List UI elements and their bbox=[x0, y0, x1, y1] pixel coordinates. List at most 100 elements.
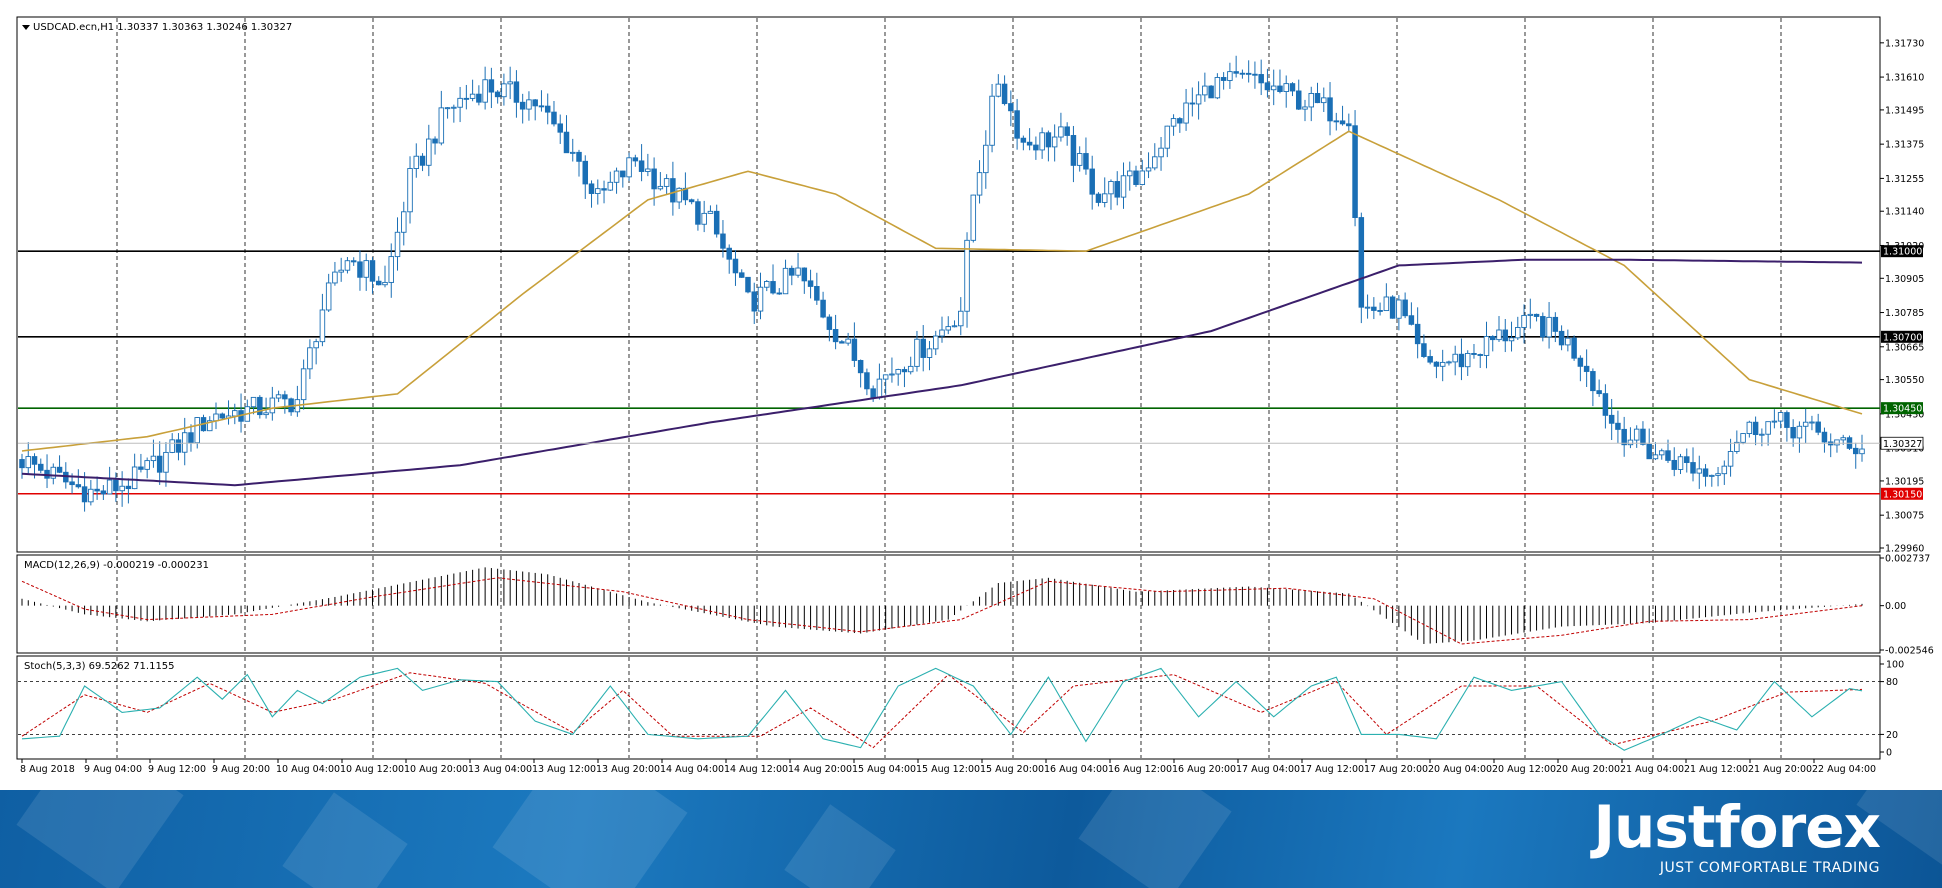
candle-body bbox=[1533, 313, 1540, 317]
candle-body bbox=[695, 201, 701, 225]
candle-body bbox=[807, 280, 814, 287]
candle-body bbox=[1621, 428, 1627, 446]
price-tick-label: 1.29960 bbox=[1885, 544, 1924, 555]
candle-body bbox=[1258, 74, 1264, 84]
candle-body bbox=[1452, 353, 1458, 363]
candle-body bbox=[1377, 310, 1383, 312]
candle-body bbox=[213, 413, 219, 422]
candle-body bbox=[469, 93, 476, 99]
candle-body bbox=[1145, 167, 1152, 172]
candle-body bbox=[1658, 450, 1665, 456]
banner-shard bbox=[784, 804, 896, 888]
price-axis: 1.31730 1.31610 1.31495 1.31375 1.31255 1.311… bbox=[1880, 38, 1924, 555]
candle-body bbox=[357, 261, 363, 278]
collapse-triangle-icon[interactable] bbox=[22, 25, 30, 30]
candle-body bbox=[595, 188, 601, 194]
candle-body bbox=[1083, 153, 1089, 170]
candle-body bbox=[1590, 371, 1596, 392]
stoch-axis: 100 80 20 0 bbox=[1880, 660, 1904, 759]
candle-body bbox=[607, 181, 614, 191]
candle-body bbox=[801, 267, 808, 282]
candle-body bbox=[38, 463, 44, 471]
time-tick-label: 22 Aug 04:00 bbox=[1812, 764, 1876, 775]
candle-body bbox=[964, 239, 970, 312]
candle-body bbox=[720, 233, 726, 249]
candle-body bbox=[1058, 126, 1064, 138]
time-tick-label: 14 Aug 04:00 bbox=[660, 764, 724, 775]
candle-body bbox=[444, 107, 451, 110]
candle-body bbox=[826, 316, 833, 330]
candle-body bbox=[1809, 421, 1815, 424]
candle-body bbox=[31, 456, 38, 465]
candle-body bbox=[1408, 315, 1415, 325]
candle-body bbox=[1358, 217, 1365, 308]
candle-body bbox=[851, 338, 858, 361]
candle-body bbox=[1114, 181, 1120, 198]
candle-body bbox=[1339, 120, 1346, 125]
candle-body bbox=[1527, 313, 1534, 316]
stoch-signal-line bbox=[21, 672, 1863, 749]
candle-body bbox=[1777, 412, 1784, 422]
time-axis: 8 Aug 2018 9 Aug 04:00 9 Aug 12:00 9 Aug 20… bbox=[20, 759, 1876, 775]
candle-body bbox=[920, 338, 926, 358]
level-tag-label: 1.30450 bbox=[1883, 404, 1922, 415]
candle-body bbox=[88, 488, 94, 503]
candle-body bbox=[645, 168, 651, 172]
candle-body bbox=[983, 144, 989, 174]
candle-body bbox=[1389, 296, 1396, 319]
price-panel[interactable]: 1.31730 1.31610 1.31495 1.31375 1.31255 1.311… bbox=[16, 16, 1924, 555]
candle-body bbox=[1765, 421, 1771, 435]
stoch-panel-frame bbox=[16, 655, 1881, 760]
candle-body bbox=[1402, 299, 1408, 317]
candle-body bbox=[1220, 77, 1227, 81]
candle-body bbox=[1164, 125, 1171, 149]
candle-body bbox=[726, 247, 732, 260]
price-tick-label: 1.30785 bbox=[1885, 308, 1924, 319]
price-tick-label: 1.30195 bbox=[1885, 476, 1924, 487]
candle-body bbox=[839, 341, 845, 344]
trading-chart[interactable]: 1.31730 1.31610 1.31495 1.31375 1.31255 1.311… bbox=[0, 0, 1942, 790]
candle-body bbox=[1277, 85, 1283, 93]
candle-body bbox=[144, 460, 150, 470]
candle-body bbox=[764, 281, 770, 288]
candle-body bbox=[100, 490, 107, 495]
candle-body bbox=[914, 338, 920, 367]
stoch-panel[interactable]: 100 80 20 0 Stoch(5,3,3) 69.5262 71.1155 bbox=[16, 655, 1904, 760]
brand-tagline: JUST COMFORTABLE TRADING bbox=[1659, 860, 1880, 876]
candle-body bbox=[488, 79, 495, 93]
candle-body bbox=[257, 396, 263, 416]
time-tick-label: 20 Aug 12:00 bbox=[1492, 764, 1556, 775]
candle-body bbox=[1577, 357, 1584, 367]
candle-body bbox=[1001, 83, 1008, 105]
candle-body bbox=[951, 325, 958, 328]
candle-body bbox=[1383, 296, 1390, 312]
time-tick-label: 14 Aug 20:00 bbox=[788, 764, 852, 775]
candle-body bbox=[138, 466, 144, 470]
candle-body bbox=[1759, 433, 1765, 436]
ma-fast-line bbox=[21, 130, 1863, 452]
candle-body bbox=[1640, 428, 1646, 445]
candle-body bbox=[1752, 421, 1759, 436]
candle-body bbox=[870, 388, 876, 399]
brand-banner: Justforex JUST COMFORTABLE TRADING bbox=[0, 790, 1942, 888]
price-vertical-grid bbox=[116, 18, 1782, 551]
candle-body bbox=[382, 281, 388, 286]
candle-body bbox=[1433, 361, 1440, 367]
macd-panel-frame bbox=[16, 554, 1881, 654]
candle-body bbox=[1821, 431, 1828, 443]
candle-body bbox=[181, 432, 188, 453]
candle-body bbox=[1033, 144, 1039, 151]
candle-body bbox=[313, 341, 319, 349]
candle-body bbox=[50, 466, 57, 479]
candle-body bbox=[832, 329, 839, 343]
candle-body bbox=[1796, 425, 1803, 439]
candle-body bbox=[1295, 90, 1302, 110]
candle-body bbox=[207, 420, 213, 432]
ma-slow-line bbox=[21, 258, 1863, 487]
macd-panel[interactable]: 0.002737 0.00 -0.002546 MACD(12,26,9) -0.0… bbox=[16, 554, 1934, 657]
time-tick-label: 13 Aug 20:00 bbox=[596, 764, 660, 775]
candle-body bbox=[407, 168, 413, 213]
macd-tick-label: -0.002546 bbox=[1885, 646, 1934, 657]
candle-body bbox=[751, 291, 757, 312]
candle-body bbox=[1239, 72, 1246, 75]
